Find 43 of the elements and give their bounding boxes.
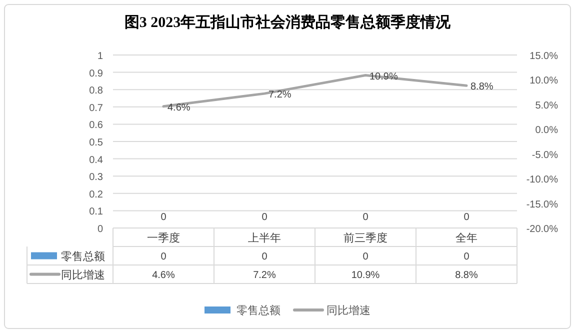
y-tick-label: 0.7 [89, 102, 104, 114]
x-tick-label: 一季度 [147, 232, 180, 244]
y2-tick-label: -10.0% [526, 174, 558, 186]
y-tick-label: 0.2 [89, 189, 104, 200]
y2-tick-label: -5.0% [532, 150, 558, 161]
x-tick-label: 全年 [456, 232, 478, 244]
text: 0 [464, 212, 470, 223]
y2-tick-label: 15.0% [530, 51, 558, 62]
data-label: 0 [362, 252, 369, 262]
y-tick-label: 0.8 [89, 86, 104, 97]
text: 7.2% [268, 90, 292, 101]
y-tick-label: 0.5 [89, 138, 104, 148]
data-label: 8.8% [455, 270, 478, 281]
text: 10.9% [370, 71, 398, 82]
legend: 零售总额 同比增速 [204, 305, 370, 317]
text: 0 [262, 212, 268, 223]
y-tick-label: 0.4 [89, 154, 104, 166]
x-tick-label: 上半年 [248, 232, 281, 244]
data-label: 10.9% [351, 270, 380, 281]
data-label: 0 [464, 252, 470, 262]
y2-tick-label: -20.0% [526, 224, 558, 235]
y-tick-label: 1 [97, 51, 104, 62]
data-label: 0 [160, 252, 167, 262]
y-tick-label: 0.9 [89, 68, 104, 80]
y2-tick-label: 10.0% [530, 76, 558, 87]
data-label: 0 [262, 252, 268, 262]
y-tick-label: 0.6 [89, 120, 104, 132]
y-tick-label: 0.1 [89, 206, 104, 218]
legend-label: 零售总额 [61, 250, 105, 263]
y2-tick-label: 0.0% [535, 125, 558, 136]
data-label: 4.6% [152, 270, 176, 281]
text: 4.6% [168, 102, 190, 114]
y2-tick-label: -15.0% [526, 199, 558, 210]
y-tick-label: 0.3 [89, 172, 104, 184]
y-tick-label: 0 [97, 224, 104, 235]
legend-label: 同比增速 [61, 268, 105, 282]
data-label: 7.2% [253, 270, 276, 281]
chart-title: 图3 2023年五指山市社会消费品零售总额季度情况 [124, 13, 452, 31]
y2-tick-label: 5.0% [535, 100, 558, 112]
text: 0 [362, 212, 368, 223]
text: 0 [160, 212, 166, 223]
text: 8.8% [470, 82, 494, 93]
x-tick-label: 前三季度 [344, 232, 388, 244]
